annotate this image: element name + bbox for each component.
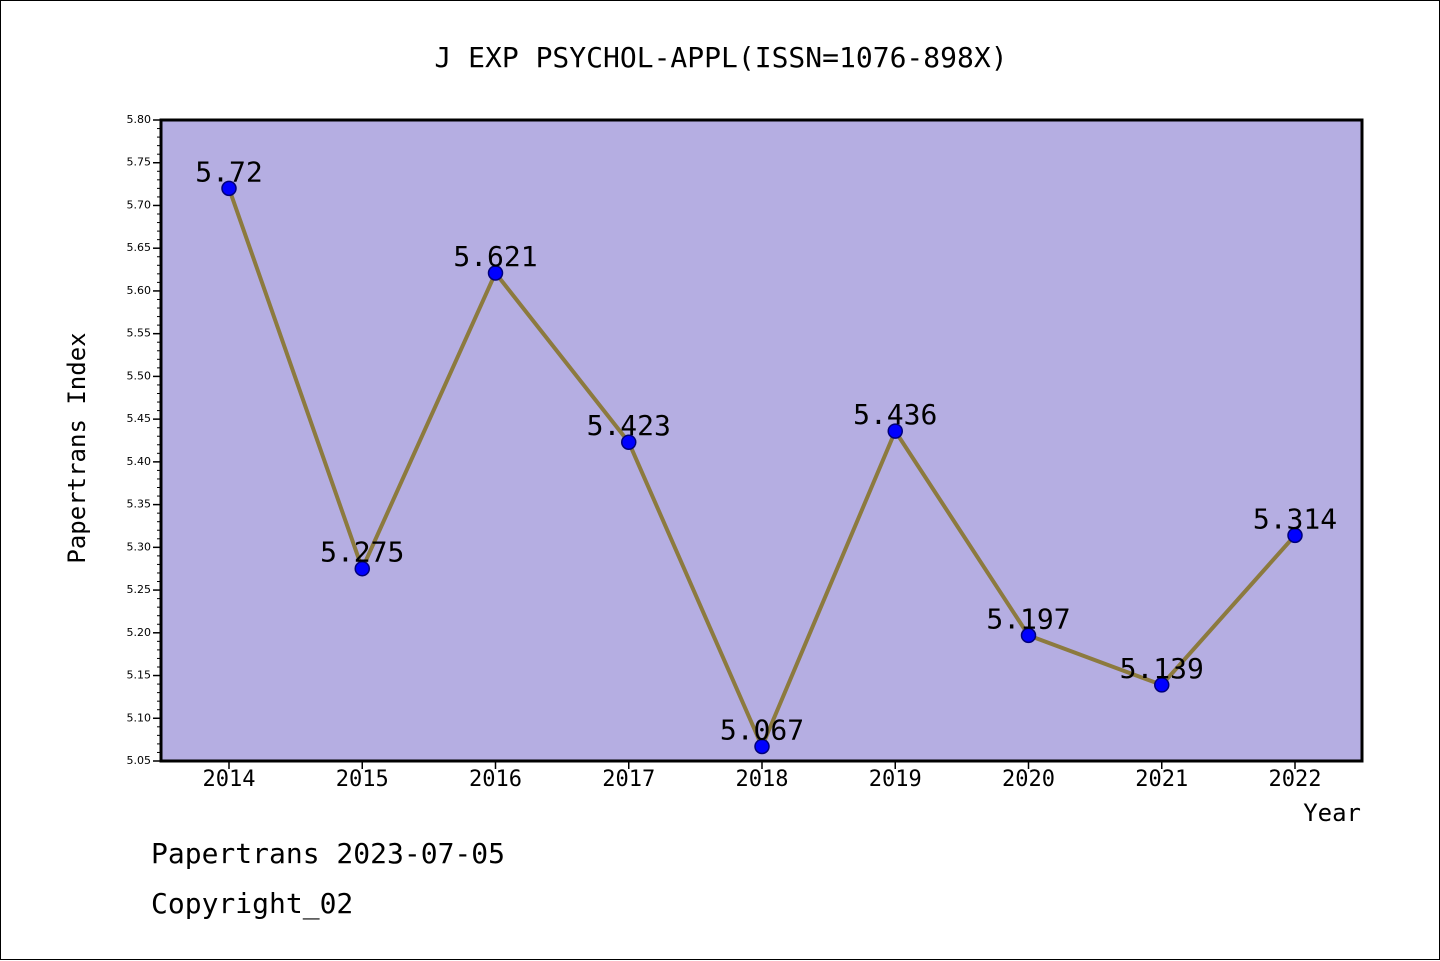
y-tick-label: 5.30 xyxy=(127,540,152,553)
y-tick-label: 5.40 xyxy=(127,455,152,468)
data-point xyxy=(754,738,770,755)
data-label: 5.314 xyxy=(1253,502,1337,535)
data-point xyxy=(1154,677,1170,693)
data-label: 5.72 xyxy=(195,155,262,188)
plot-area xyxy=(159,118,1364,763)
data-point xyxy=(1020,627,1037,644)
data-label: 5.275 xyxy=(320,536,404,569)
data-point xyxy=(621,434,637,450)
data-label: 5.197 xyxy=(986,602,1070,635)
data-point xyxy=(887,423,903,439)
y-tick-label: 5.45 xyxy=(127,412,152,425)
x-axis-label: Year xyxy=(1303,799,1361,827)
x-tick-label: 2018 xyxy=(736,767,789,792)
y-tick-label: 5.70 xyxy=(127,198,152,211)
y-tick-label: 5.55 xyxy=(127,327,152,340)
y-tick-label: 5.65 xyxy=(127,241,152,254)
y-tick-label: 5.10 xyxy=(127,711,152,724)
x-tick-label: 2020 xyxy=(1002,767,1055,792)
y-tick-label: 5.35 xyxy=(127,498,152,511)
y-tick-label: 5.05 xyxy=(127,754,152,767)
x-tick-label: 2017 xyxy=(602,767,655,792)
y-tick-label: 5.60 xyxy=(127,284,152,297)
footer-copyright-text: Copyright_02 xyxy=(151,887,354,920)
y-tick-label: 5.50 xyxy=(127,369,152,382)
y-tick-label: 5.75 xyxy=(127,156,152,169)
x-tick-label: 2021 xyxy=(1135,767,1188,792)
x-tick-label: 2022 xyxy=(1269,767,1322,792)
series-group: 5.72 5.275 5.621 5.423 5.067 5.436 5.197 5.139 5… xyxy=(195,155,1337,755)
x-tick-label: 2016 xyxy=(469,767,522,792)
data-label: 5.139 xyxy=(1120,652,1204,685)
x-tick-label: 2019 xyxy=(869,767,922,792)
data-label: 5.621 xyxy=(453,240,537,273)
x-tick-label: 2014 xyxy=(203,767,256,792)
y-tick-label: 5.20 xyxy=(127,626,152,639)
data-label: 5.436 xyxy=(853,398,937,431)
data-point xyxy=(487,265,504,281)
y-axis-label: Papertrans Index xyxy=(63,332,91,563)
data-point xyxy=(1287,527,1303,544)
footer-date-text: Papertrans 2023-07-05 xyxy=(151,837,506,870)
data-point xyxy=(221,180,237,197)
x-tick-label: 2015 xyxy=(336,767,389,792)
data-label: 5.067 xyxy=(720,713,804,746)
data-label: 5.423 xyxy=(587,409,671,442)
y-tick-label: 5.80 xyxy=(127,113,152,126)
data-point xyxy=(354,560,370,577)
chart-title: J EXP PSYCHOL-APPL(ISSN=1076-898X) xyxy=(434,41,1007,74)
y-axis: 5.05 5.10 5.15 5.20 5.25 5.30 5.35 5.40 5.45 5.50… xyxy=(127,113,161,767)
x-axis: 2014 2015 2016 2017 2018 2019 2020 2021 2022 xyxy=(203,761,1322,792)
y-tick-label: 5.15 xyxy=(127,669,152,682)
y-tick-label: 5.25 xyxy=(127,583,152,596)
